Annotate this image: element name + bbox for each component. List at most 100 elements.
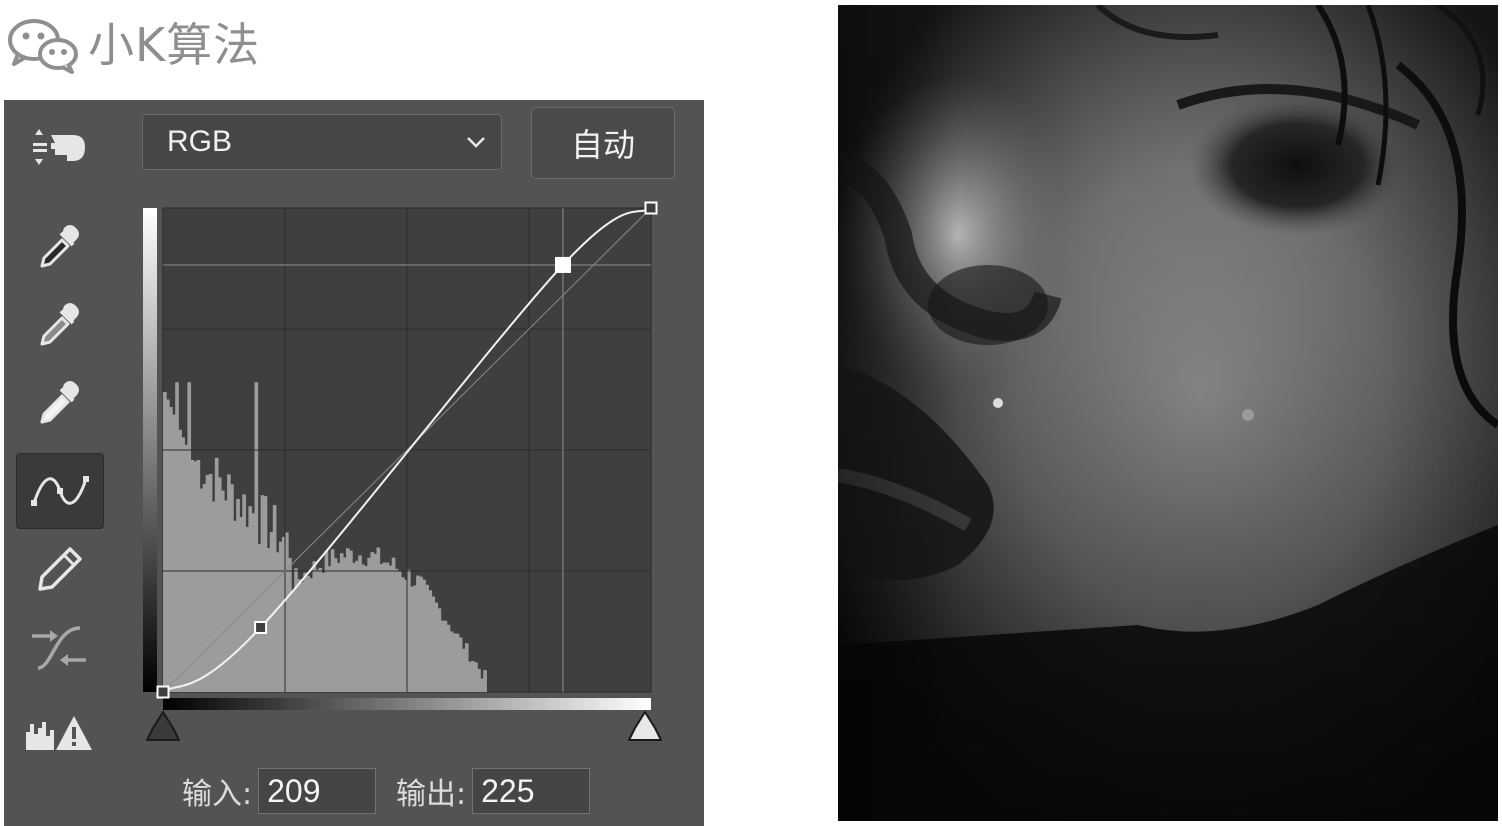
histogram-bar	[312, 561, 317, 692]
histogram-bar	[358, 555, 362, 692]
histogram-bar	[352, 562, 356, 692]
histogram-bar	[452, 633, 457, 692]
curve-points	[156, 201, 658, 699]
histogram-bar	[407, 569, 411, 692]
histogram-bar	[169, 407, 173, 692]
clipping-warning-button[interactable]	[22, 704, 96, 760]
histogram-bar	[364, 565, 368, 692]
histogram-bar	[333, 558, 338, 692]
input-gradient-bar	[163, 698, 651, 710]
histogram-bar	[181, 437, 185, 692]
pencil-icon	[38, 547, 82, 591]
histogram-bar	[480, 678, 484, 692]
histogram-bar	[224, 500, 228, 692]
histogram-bar	[175, 382, 179, 692]
histogram-bar	[403, 579, 408, 692]
histogram-bar	[440, 620, 445, 692]
histogram-bar	[288, 557, 292, 692]
histogram-bar	[315, 569, 320, 692]
curve-point[interactable]	[156, 685, 170, 699]
white-point-eyedropper[interactable]	[30, 374, 90, 430]
histogram-bar	[217, 477, 222, 692]
selected-curve-point[interactable]	[554, 256, 571, 273]
histogram-bar	[242, 494, 246, 692]
histogram-bar	[422, 579, 426, 692]
histogram-bar	[455, 633, 460, 692]
histogram-bar	[458, 637, 463, 692]
histogram-bar	[327, 566, 332, 692]
histogram-bar	[303, 572, 307, 692]
histogram-bar	[370, 552, 375, 692]
histogram-bar	[339, 553, 344, 692]
curve-point[interactable]	[644, 201, 658, 215]
histogram-bar	[202, 483, 207, 692]
white-input-slider[interactable]	[628, 711, 662, 741]
histogram-bar	[443, 620, 448, 692]
histogram-bar	[416, 575, 420, 692]
pencil-tool[interactable]	[30, 540, 90, 598]
on-image-adjust-icon	[33, 129, 85, 165]
histogram-bar	[461, 648, 466, 692]
histogram-bar	[385, 562, 390, 692]
input-group: 输入: 209	[182, 766, 377, 816]
histogram-bar	[397, 570, 402, 692]
histogram-bar	[245, 526, 249, 692]
black-input-slider[interactable]	[146, 711, 180, 741]
histogram-bar	[349, 550, 353, 692]
wechat-icon	[8, 19, 78, 74]
histogram-bar	[483, 670, 487, 692]
histogram-bar	[468, 661, 472, 692]
smooth-curve-button[interactable]	[26, 618, 92, 678]
histogram-bar	[367, 557, 371, 692]
histogram-bar	[230, 484, 234, 692]
histogram-bar	[236, 498, 240, 692]
histogram-bar	[297, 579, 301, 692]
histogram-bar	[474, 662, 478, 692]
histogram-bar	[306, 575, 310, 692]
histogram-bar	[413, 585, 417, 692]
histogram-bar	[285, 532, 289, 692]
curve-point-tool[interactable]	[16, 453, 104, 529]
histogram-bar	[196, 459, 201, 692]
histogram-bar	[263, 496, 268, 692]
histogram-bar	[449, 631, 454, 692]
histogram-bar	[294, 568, 298, 692]
clipping-warning-icon	[26, 716, 92, 750]
histogram-bar	[321, 572, 326, 692]
brand-name: 小K算法	[88, 18, 261, 72]
histogram-bar	[428, 590, 432, 692]
histogram-bar	[190, 459, 195, 692]
auto-button[interactable]: 自动	[531, 107, 675, 179]
histogram-bar	[431, 596, 436, 692]
input-label: 输入:	[182, 777, 253, 812]
histogram-bar	[376, 547, 381, 692]
histogram-bar	[361, 564, 365, 692]
histogram-bar	[336, 562, 341, 692]
on-image-adjust-tool[interactable]	[26, 122, 90, 172]
histogram-bar	[355, 560, 359, 692]
curve-point-tool-icon	[31, 476, 89, 506]
curve-point[interactable]	[254, 620, 268, 634]
histogram-bar	[269, 532, 274, 692]
output-label: 输出:	[396, 777, 467, 812]
histogram-bar	[291, 590, 295, 692]
histogram-bar	[382, 562, 387, 692]
histogram-bar	[342, 557, 347, 692]
input-field[interactable]: 209	[258, 768, 377, 814]
channel-dropdown[interactable]: RGB	[142, 114, 502, 170]
histogram-bar	[446, 624, 451, 692]
chevron-down-icon	[467, 137, 485, 148]
smooth-curve-icon	[32, 626, 86, 670]
histogram-bar	[324, 550, 329, 692]
output-field[interactable]: 225	[472, 768, 591, 814]
grayscale-face-photo	[838, 5, 1498, 821]
gray-point-eyedropper[interactable]	[30, 296, 90, 352]
histogram-bar	[208, 474, 213, 692]
curves-graph[interactable]	[143, 200, 671, 752]
black-point-eyedropper-icon	[40, 225, 79, 268]
black-point-eyedropper[interactable]	[30, 218, 90, 274]
histogram-bar	[471, 661, 475, 692]
histogram-bar	[425, 584, 429, 692]
histogram-bar	[437, 608, 442, 692]
histogram-bar	[419, 576, 423, 692]
